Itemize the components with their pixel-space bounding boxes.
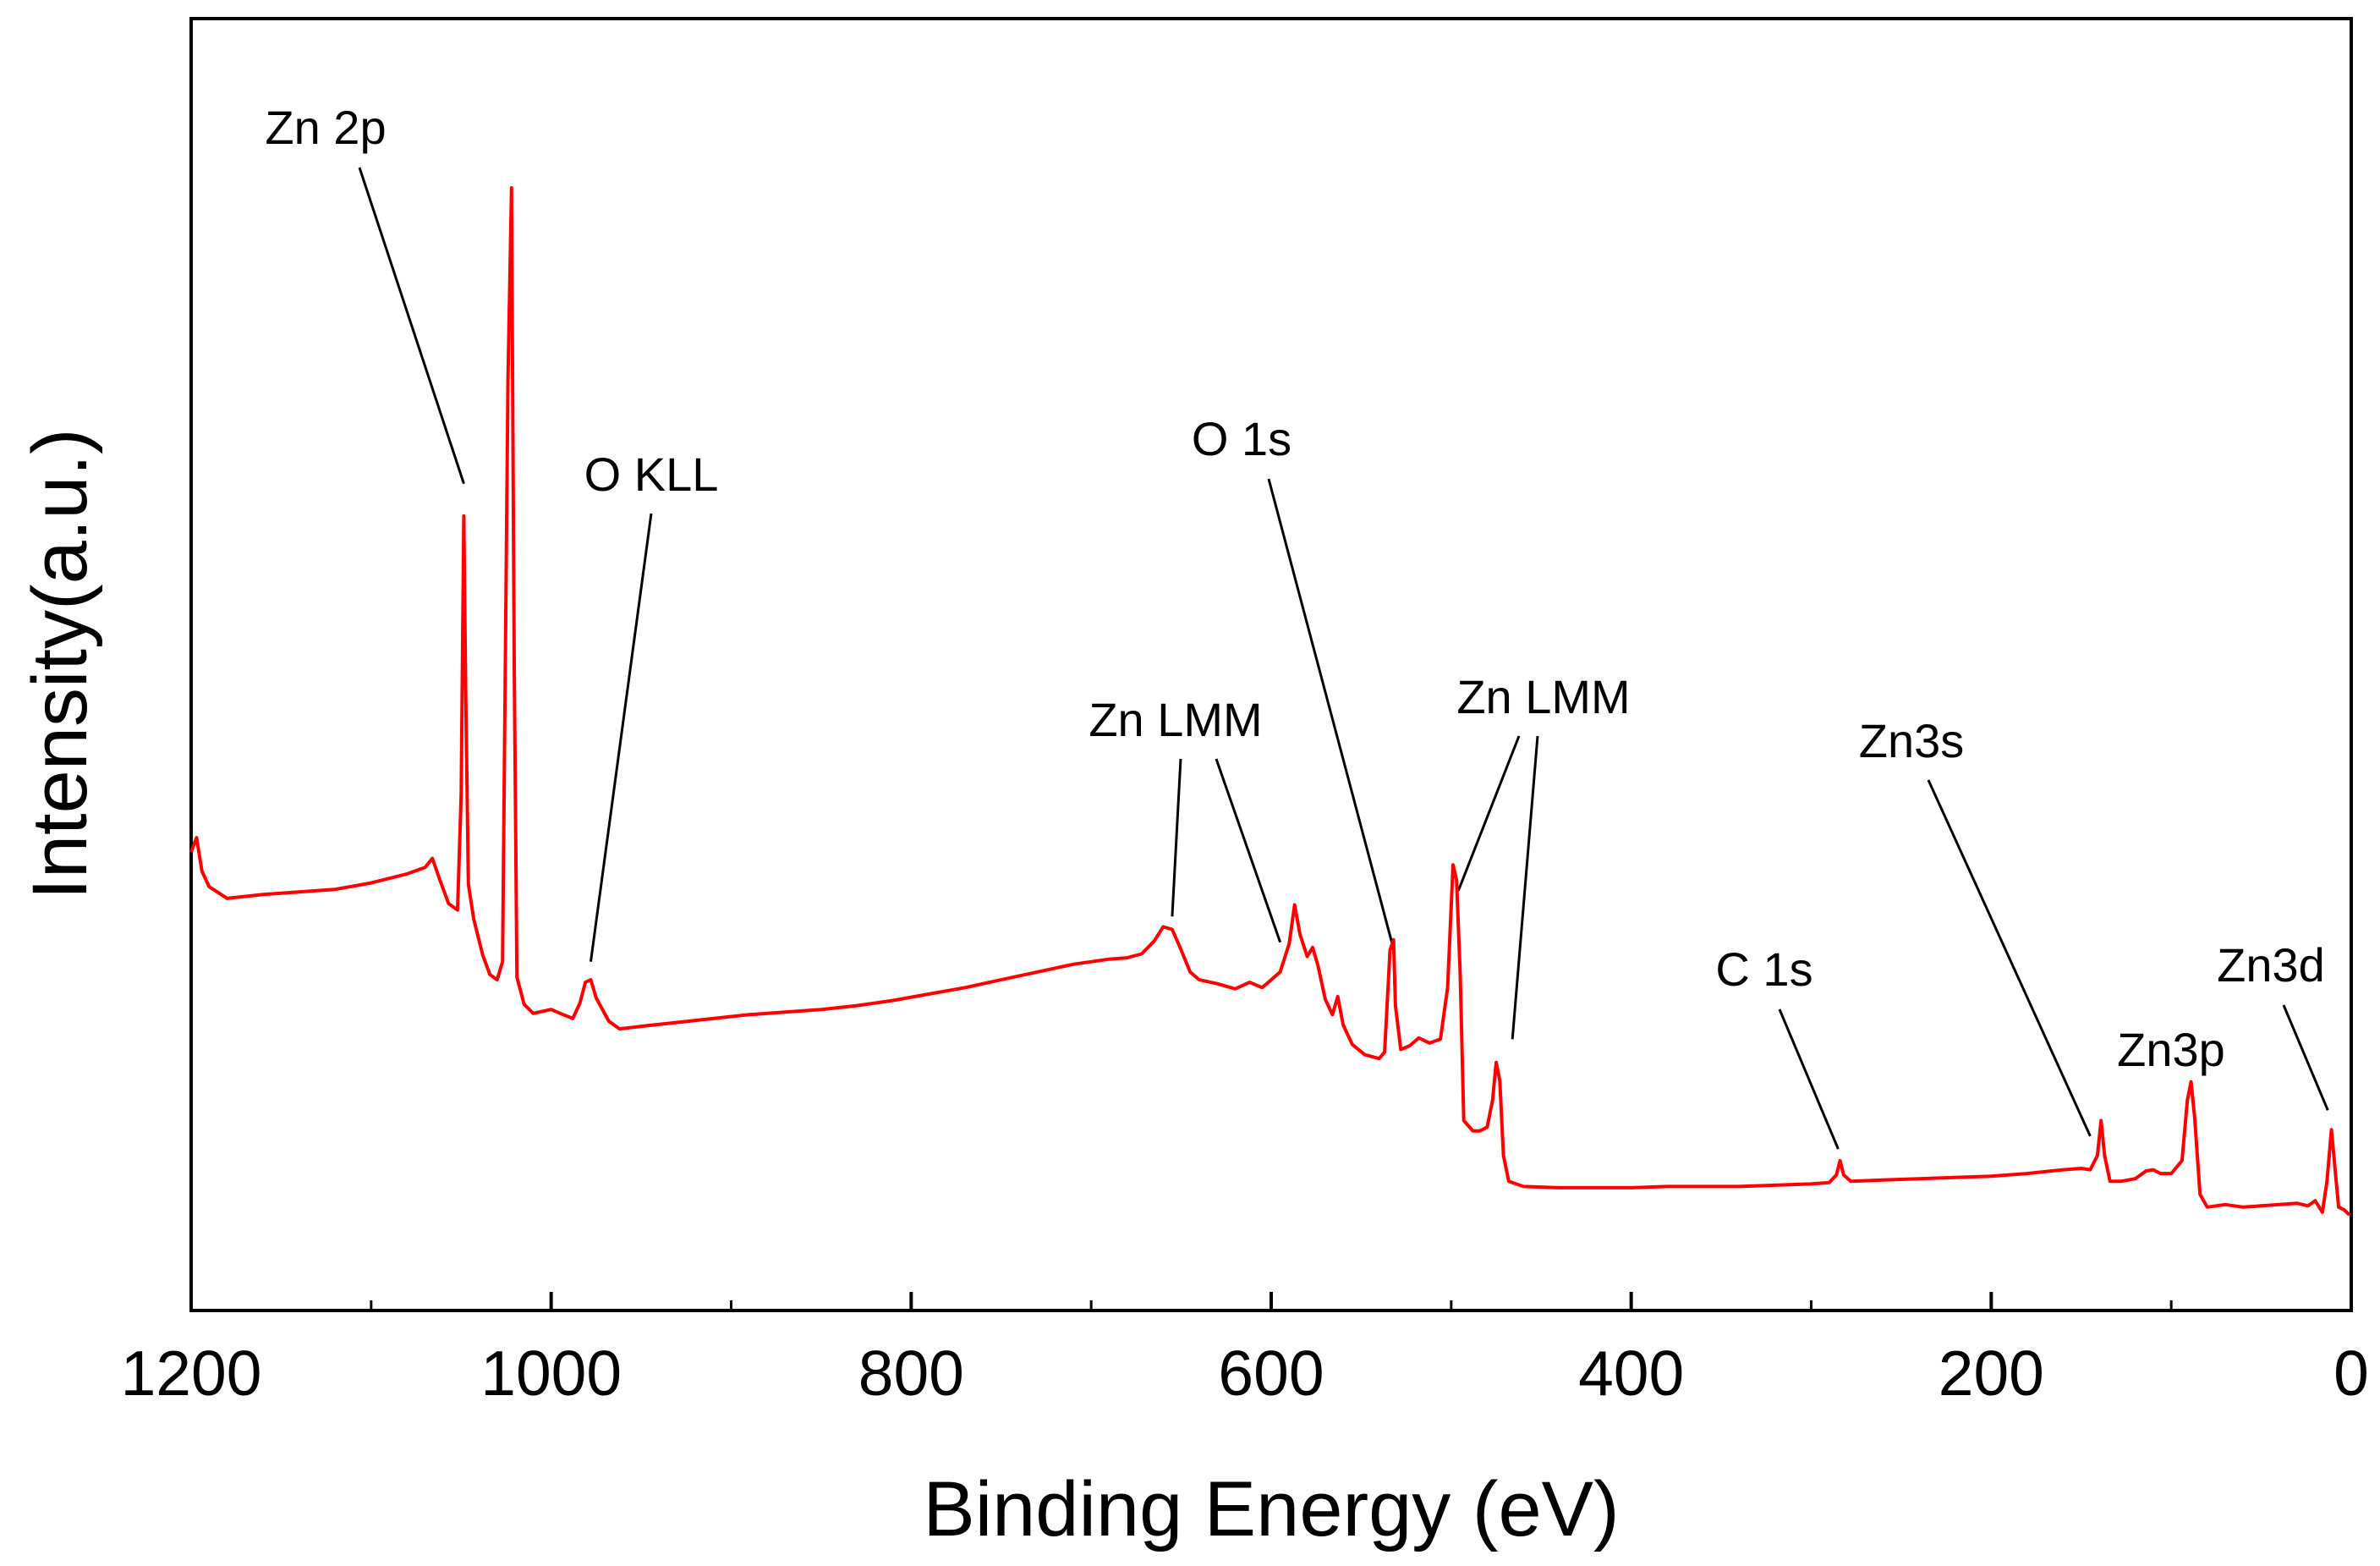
annotation-zn-2p-leader <box>358 167 465 485</box>
annotation-zn-lmm-right-leader <box>1511 735 1539 1040</box>
x-tick-label: 1000 <box>480 1338 622 1409</box>
annotation-zn3d-leader <box>2282 1004 2329 1111</box>
annotation-zn-lmm-right-label: Zn LMM <box>1456 670 1630 723</box>
annotation-zn-lmm-left-leader <box>1215 758 1282 943</box>
annotation-zn3s-label: Zn3s <box>1859 714 1965 767</box>
x-axis-title: Binding Energy (eV) <box>923 1466 1619 1552</box>
y-axis-title: Intensity(a.u.) <box>17 428 103 899</box>
x-tick-label: 800 <box>858 1338 964 1409</box>
x-tick-label: 600 <box>1218 1338 1324 1409</box>
x-tick-label: 400 <box>1578 1338 1684 1409</box>
annotation-o-kll-label: O KLL <box>584 448 719 501</box>
x-tick-label: 0 <box>2333 1338 2369 1409</box>
series-line-xps-survey <box>189 186 2351 1217</box>
annotation-o-kll-leader <box>590 513 653 962</box>
annotation-zn-lmm-right-leader <box>1456 735 1521 892</box>
x-tick-label: 1200 <box>121 1338 262 1409</box>
annotation-c-1s-leader <box>1778 1008 1840 1150</box>
annotation-leaders <box>358 167 2329 1150</box>
annotation-zn-lmm-left-leader <box>1171 758 1182 917</box>
x-tick-label: 200 <box>1939 1338 2044 1409</box>
annotation-o-1s-label: O 1s <box>1192 412 1291 465</box>
annotation-zn3d-label: Zn3d <box>2217 938 2325 992</box>
annotation-c-1s-label: C 1s <box>1715 942 1812 996</box>
annotation-o-1s-leader <box>1267 478 1394 943</box>
annotation-labels: Zn 2p O KLL Zn LMM O 1s Zn LMM C 1s Zn3s Zn3p Zn… <box>265 101 2324 1076</box>
annotation-zn-2p-label: Zn 2p <box>265 101 386 154</box>
annotation-zn3s-leader <box>1927 779 2092 1137</box>
annotation-zn3p-label: Zn3p <box>2117 1023 2225 1076</box>
annotation-zn-lmm-left-label: Zn LMM <box>1089 693 1262 746</box>
x-axis: 1200 1000 800 600 400 200 0 <box>121 1292 2369 1409</box>
